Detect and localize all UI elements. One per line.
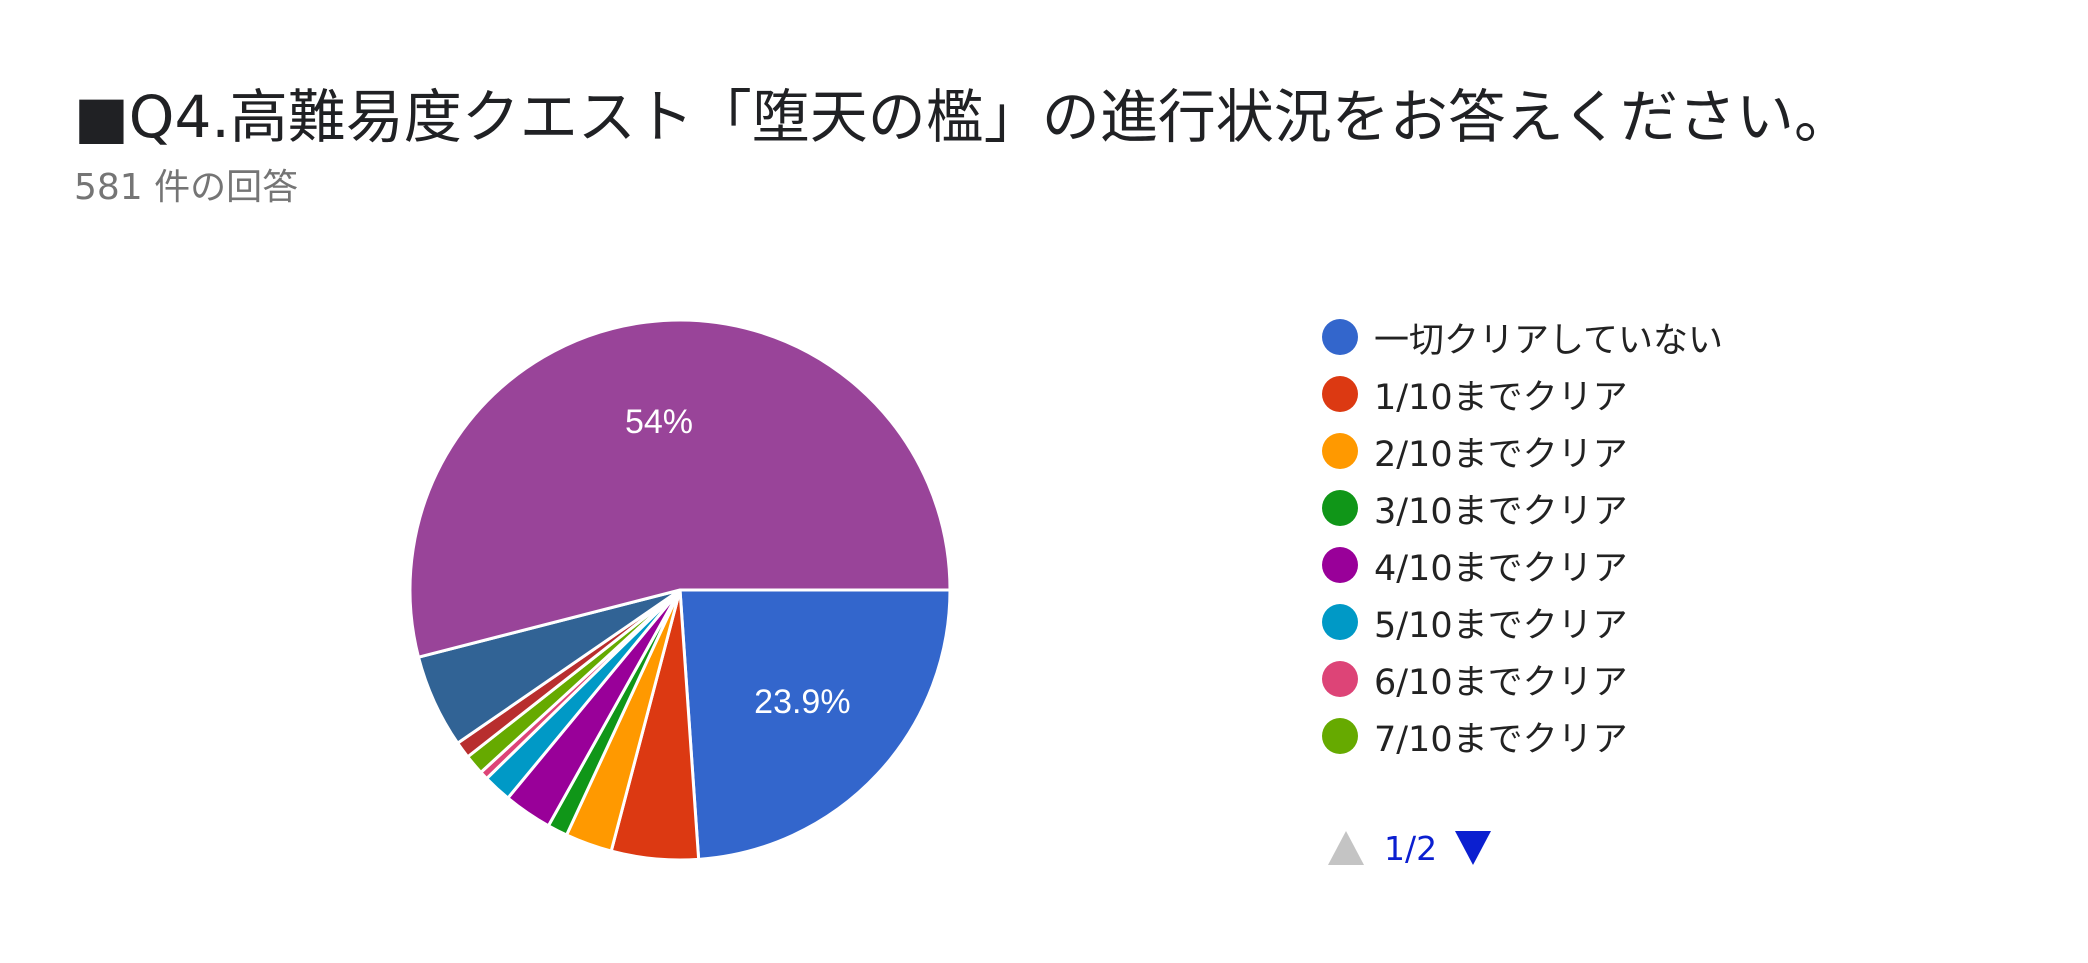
legend-item[interactable]: 7/10までクリア [1322, 714, 1628, 760]
page-indicator: 1/2 [1384, 828, 1438, 868]
legend-label: 1/10までクリア [1374, 377, 1628, 418]
chart-title: ■Q4.高難易度クエスト「堕天の檻」の進行状況をお答えください。 [74, 83, 1853, 151]
legend-pager: 1/2 [1328, 828, 1492, 868]
legend-item[interactable]: 3/10までクリア [1322, 486, 1628, 532]
pie-chart: 23.9% 54% [408, 318, 952, 862]
legend-label: 一切クリアしていない [1374, 320, 1723, 361]
legend-item[interactable]: 6/10までクリア [1322, 657, 1628, 703]
legend-item[interactable]: 一切クリアしていない [1322, 315, 1723, 361]
legend-color-dot [1322, 376, 1358, 412]
slice-data-label: 54% [625, 403, 693, 441]
legend-color-dot [1322, 661, 1358, 697]
legend-item[interactable]: 1/10までクリア [1322, 372, 1628, 418]
legend-color-dot [1322, 604, 1358, 640]
legend-label: 2/10までクリア [1374, 434, 1628, 475]
legend-color-dot [1322, 433, 1358, 469]
legend-color-dot [1322, 718, 1358, 754]
legend-label: 4/10までクリア [1374, 548, 1628, 589]
triangle-up-icon[interactable] [1328, 831, 1364, 865]
legend-label: 5/10までクリア [1374, 605, 1628, 646]
slice-data-label: 23.9% [754, 683, 850, 721]
legend-color-dot [1322, 319, 1358, 355]
legend-label: 6/10までクリア [1374, 662, 1628, 703]
pie-slice[interactable] [408, 318, 952, 659]
legend-item[interactable]: 2/10までクリア [1322, 429, 1628, 475]
triangle-down-icon[interactable] [1455, 831, 1492, 865]
response-count: 581 件の回答 [74, 167, 299, 208]
legend-item[interactable]: 4/10までクリア [1322, 543, 1628, 589]
legend-color-dot [1322, 490, 1358, 526]
legend-label: 3/10までクリア [1374, 491, 1628, 532]
pie-slice[interactable] [678, 588, 952, 861]
legend-item[interactable]: 5/10までクリア [1322, 600, 1628, 646]
legend-color-dot [1322, 547, 1358, 583]
legend-label: 7/10までクリア [1374, 719, 1628, 760]
